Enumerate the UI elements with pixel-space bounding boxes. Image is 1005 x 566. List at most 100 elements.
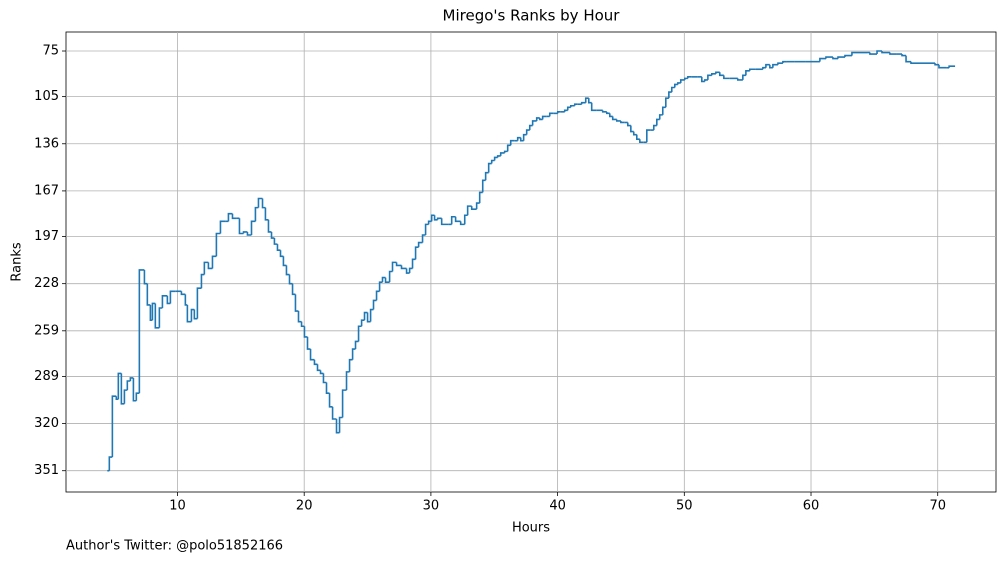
step-segment bbox=[123, 389, 128, 404]
step-segment bbox=[411, 258, 416, 269]
step-segment bbox=[490, 159, 495, 164]
step-segment bbox=[306, 336, 311, 350]
step-segment bbox=[322, 373, 327, 384]
step-segment bbox=[238, 218, 244, 235]
step-segment bbox=[704, 79, 708, 82]
x-tick-label: 20 bbox=[296, 499, 313, 514]
step-segment bbox=[481, 179, 486, 193]
step-segment bbox=[723, 75, 730, 80]
step-segment bbox=[528, 124, 533, 131]
step-segment bbox=[325, 382, 330, 394]
step-segment bbox=[319, 370, 324, 375]
step-segment bbox=[658, 114, 663, 120]
y-tick-label: 320 bbox=[34, 416, 59, 431]
step-segment bbox=[470, 206, 477, 210]
step-segment bbox=[646, 129, 651, 143]
step-segment bbox=[948, 65, 956, 68]
step-segment bbox=[430, 214, 435, 222]
step-segment bbox=[745, 69, 750, 76]
step-segment bbox=[207, 262, 213, 270]
step-segment bbox=[466, 205, 472, 216]
y-axis-label: Ranks bbox=[10, 242, 25, 281]
step-segment bbox=[620, 120, 625, 124]
step-segment bbox=[143, 269, 148, 285]
step-segment bbox=[436, 217, 442, 220]
step-segment bbox=[493, 156, 498, 161]
step-segment bbox=[684, 77, 688, 80]
step-segment bbox=[433, 215, 438, 221]
step-segment bbox=[158, 307, 163, 328]
step-segment bbox=[670, 86, 675, 93]
step-segment bbox=[215, 232, 221, 257]
step-segment bbox=[661, 106, 666, 115]
step-segment bbox=[522, 133, 527, 141]
step-segment bbox=[186, 304, 192, 323]
step-segment bbox=[765, 63, 770, 68]
step-segment bbox=[303, 326, 308, 338]
step-segment bbox=[478, 191, 483, 204]
y-tick-label: 167 bbox=[34, 183, 59, 198]
step-segment bbox=[276, 244, 281, 252]
step-segment bbox=[282, 256, 287, 267]
step-segment bbox=[273, 238, 278, 245]
step-segment bbox=[246, 231, 252, 236]
step-segment bbox=[580, 101, 586, 105]
step-segment bbox=[556, 111, 561, 114]
step-segment bbox=[715, 71, 720, 74]
step-segment bbox=[639, 139, 644, 144]
x-tick-label: 60 bbox=[803, 499, 820, 514]
step-segment bbox=[876, 50, 882, 55]
step-segment bbox=[161, 295, 168, 308]
step-segment bbox=[285, 265, 290, 276]
chart-title: Mirego's Ranks by Hour bbox=[443, 7, 621, 25]
step-segment bbox=[707, 74, 712, 80]
y-tick-label: 289 bbox=[34, 369, 59, 384]
step-segment bbox=[270, 231, 275, 239]
step-segment bbox=[129, 377, 134, 381]
y-tick-label: 259 bbox=[34, 323, 59, 338]
step-segment bbox=[200, 273, 205, 289]
step-segment bbox=[541, 115, 547, 120]
step-segment bbox=[345, 371, 350, 391]
step-segment bbox=[132, 377, 137, 402]
step-segment bbox=[250, 220, 256, 236]
step-segment bbox=[825, 56, 833, 59]
step-segment bbox=[405, 268, 410, 274]
step-segment bbox=[424, 223, 429, 236]
step-segment bbox=[151, 302, 156, 321]
step-segment bbox=[146, 283, 151, 306]
step-segment bbox=[762, 66, 766, 70]
step-segment bbox=[309, 349, 315, 361]
step-segment bbox=[590, 102, 597, 112]
step-segment bbox=[938, 64, 947, 69]
step-segment bbox=[782, 60, 787, 64]
step-segment bbox=[108, 456, 113, 471]
step-segment bbox=[378, 281, 383, 292]
step-segment bbox=[454, 216, 461, 223]
step-segment bbox=[844, 54, 852, 58]
step-segment bbox=[180, 291, 186, 296]
step-segment bbox=[384, 277, 390, 283]
step-segment bbox=[231, 213, 237, 220]
step-segment bbox=[348, 358, 353, 372]
step-segment bbox=[166, 295, 171, 305]
step-segment bbox=[190, 308, 195, 322]
step-segment bbox=[503, 150, 508, 153]
step-segment bbox=[279, 250, 284, 258]
step-segment bbox=[267, 219, 272, 233]
step-segment bbox=[881, 51, 890, 54]
step-segment bbox=[516, 136, 521, 141]
y-tick-label: 351 bbox=[34, 463, 59, 478]
x-tick-label: 70 bbox=[929, 499, 946, 514]
step-segment bbox=[632, 131, 637, 136]
step-segment bbox=[375, 290, 380, 301]
step-segment bbox=[627, 122, 631, 127]
step-segment bbox=[120, 373, 125, 405]
x-tick-label: 40 bbox=[549, 499, 566, 514]
step-segment bbox=[421, 234, 426, 243]
step-segment bbox=[869, 52, 878, 55]
step-segment bbox=[211, 255, 217, 269]
step-segment bbox=[677, 82, 681, 85]
step-segment bbox=[611, 116, 617, 121]
step-segment bbox=[288, 274, 293, 285]
